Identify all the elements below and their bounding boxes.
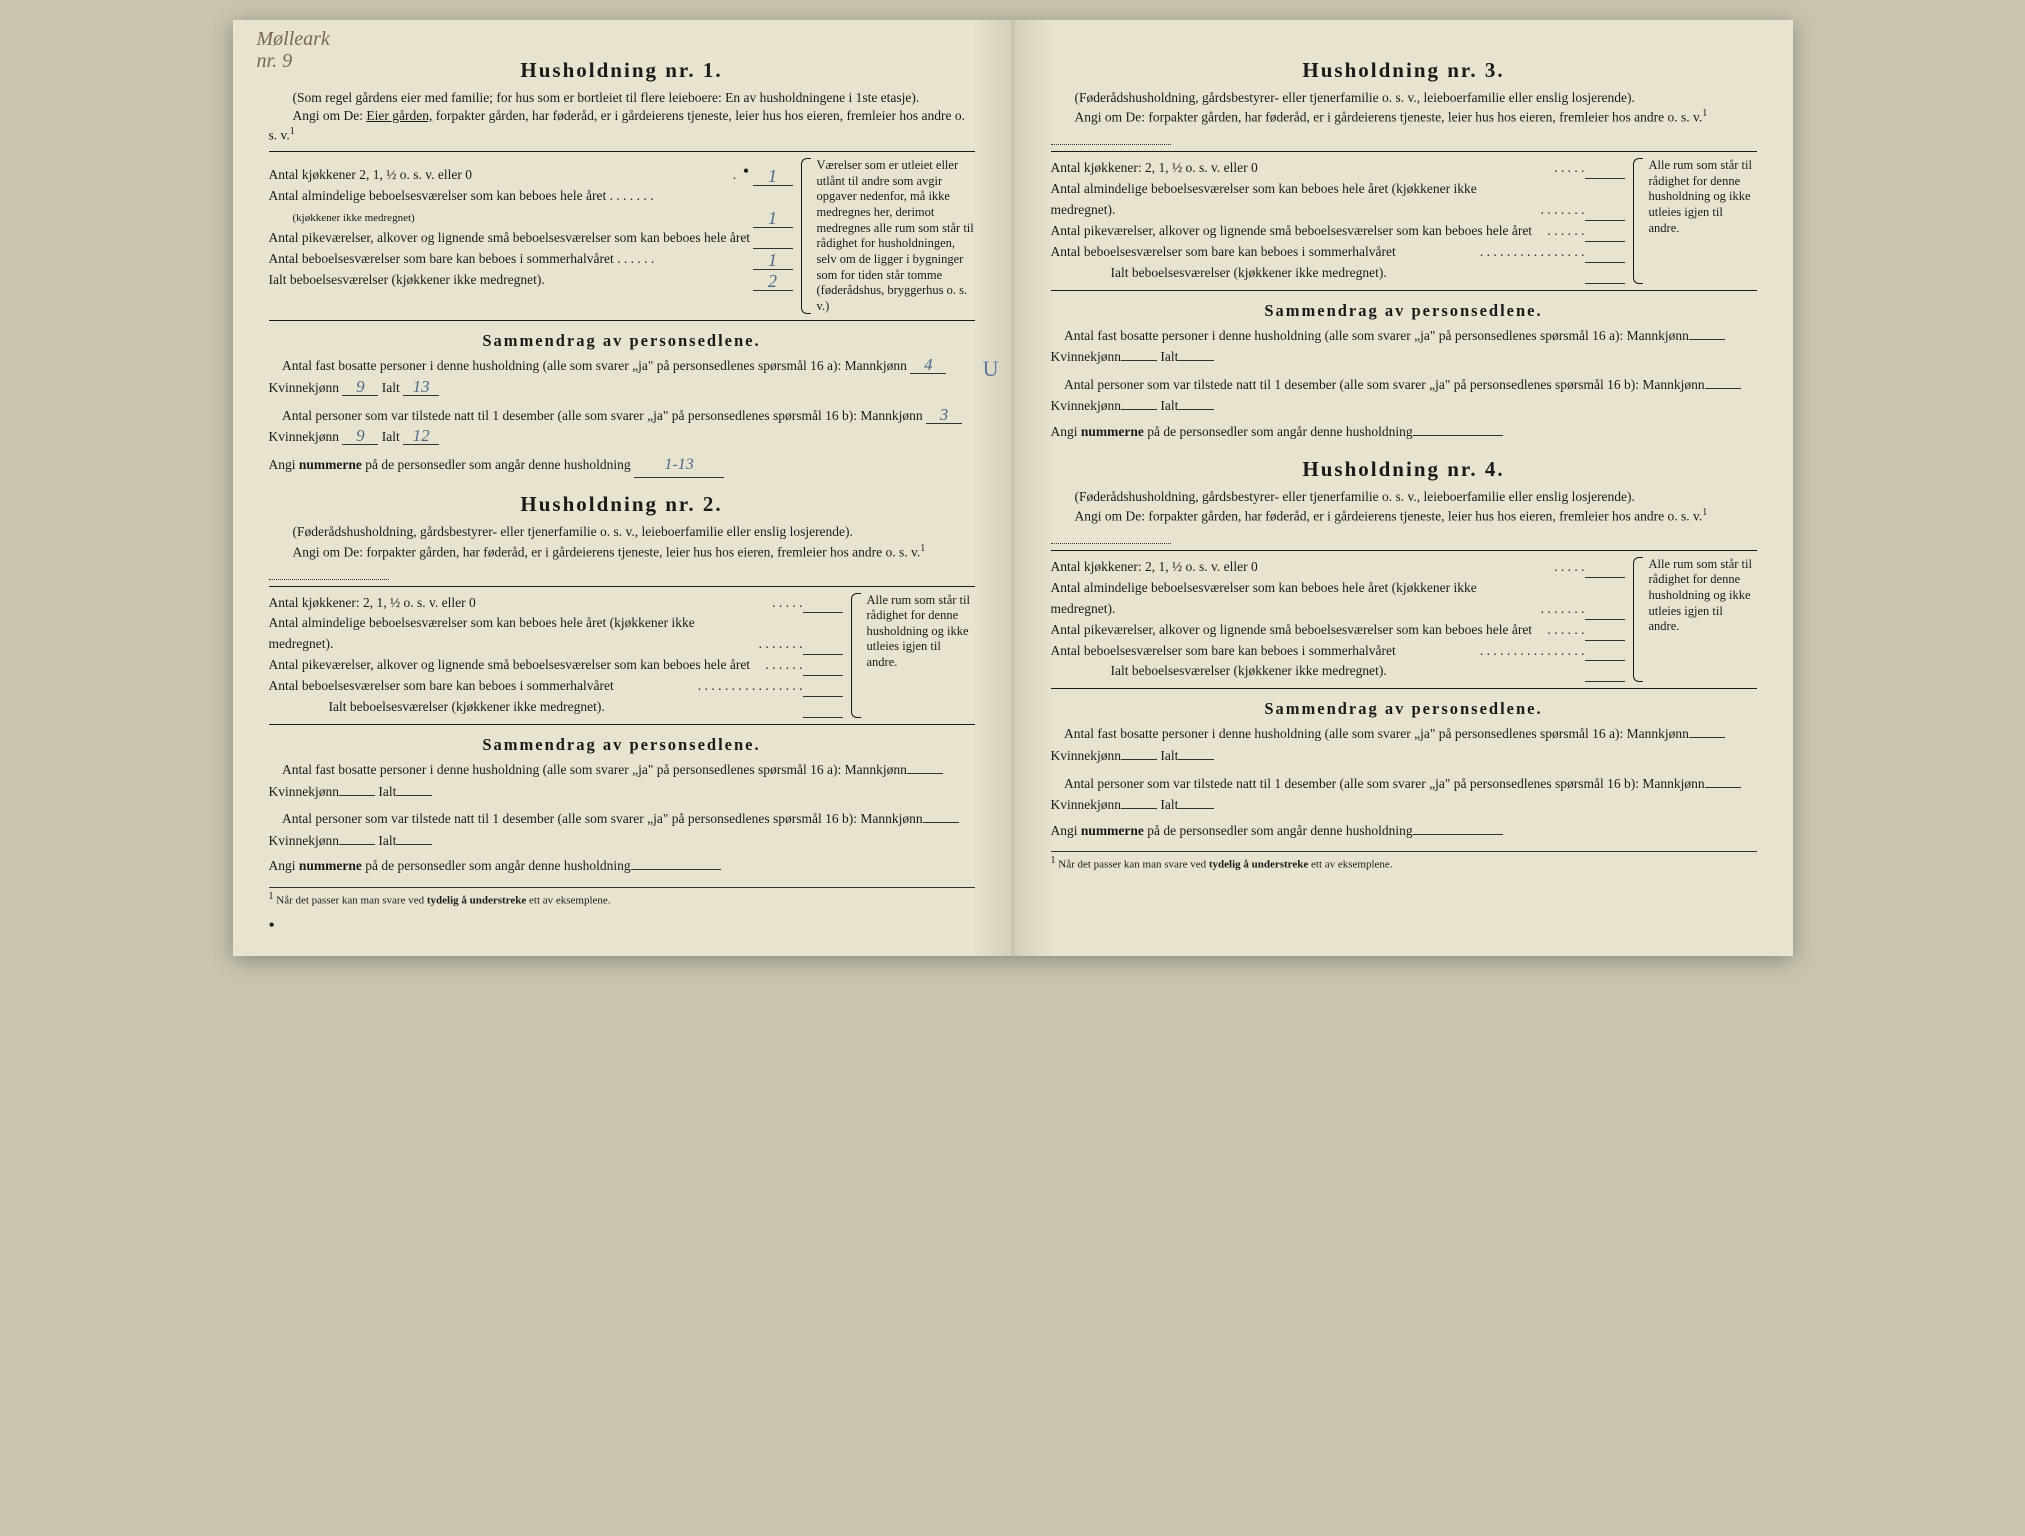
sammen-title: Sammendrag av personsedlene. bbox=[1051, 699, 1757, 719]
household-3-intro: (Føderådshusholdning, gårdsbestyrer- ell… bbox=[1051, 89, 1757, 145]
household-1-summary: U Antal fast bosatte personer i denne hu… bbox=[269, 355, 975, 478]
side-note: Værelser som er utleiet eller utlånt til… bbox=[805, 158, 975, 314]
household-1-intro: (Som regel gårdens eier med familie; for… bbox=[269, 89, 975, 145]
document-spread: Mølleark nr. 9 Husholdning nr. 1. (Som r… bbox=[233, 20, 1793, 956]
household-2-rows: Antal kjøkkener: 2, 1, ½ o. s. v. eller … bbox=[269, 586, 975, 726]
household-2: Husholdning nr. 2. (Føderådshusholdning,… bbox=[269, 492, 975, 877]
row-val: 1 bbox=[753, 167, 793, 186]
footnote-right: 1 Når det passer kan man svare ved tydel… bbox=[1051, 851, 1757, 871]
sammen-title: Sammendrag av personsedlene. bbox=[269, 735, 975, 755]
household-1: Husholdning nr. 1. (Som regel gårdens ei… bbox=[269, 58, 975, 478]
household-4-rows: Antal kjøkkener: 2, 1, ½ o. s. v. eller … bbox=[1051, 550, 1757, 690]
brace-icon bbox=[801, 158, 811, 314]
page-left: Mølleark nr. 9 Husholdning nr. 1. (Som r… bbox=[233, 20, 1011, 956]
kvinnekjonn-val: 9 bbox=[342, 427, 378, 445]
household-2-summary: Antal fast bosatte personer i denne hush… bbox=[269, 759, 975, 877]
page-right: Husholdning nr. 3. (Føderådshusholdning,… bbox=[1015, 20, 1793, 956]
ialt-val: 12 bbox=[403, 427, 439, 445]
intro-a: (Som regel gårdens eier med familie; for… bbox=[269, 89, 975, 107]
row-val bbox=[753, 248, 793, 249]
hw-line1: Mølleark bbox=[257, 28, 330, 50]
footnote-left: 1 Når det passer kan man svare ved tydel… bbox=[269, 887, 975, 907]
hw-line2: nr. 9 bbox=[257, 50, 293, 72]
household-3: Husholdning nr. 3. (Føderådshusholdning,… bbox=[1051, 58, 1757, 443]
household-4-intro: (Føderådshusholdning, gårdsbestyrer- ell… bbox=[1051, 488, 1757, 544]
sammen-title: Sammendrag av personsedlene. bbox=[1051, 301, 1757, 321]
row-val: 1 bbox=[753, 251, 793, 270]
household-2-intro: (Føderådshusholdning, gårdsbestyrer- ell… bbox=[269, 523, 975, 579]
row-val: 1 bbox=[753, 209, 793, 228]
mannkjonn-val: 3 bbox=[926, 406, 962, 424]
row-label: Antal beboelsesværelser som bare kan beb… bbox=[269, 249, 753, 270]
household-1-rows: Antal kjøkkener 2, 1, ½ o. s. v. eller 0… bbox=[269, 151, 975, 321]
ialt-val: 13 bbox=[403, 378, 439, 396]
side-note: Alle rum som står til rådighet for denne… bbox=[1637, 158, 1757, 284]
household-3-rows: Antal kjøkkener: 2, 1, ½ o. s. v. eller … bbox=[1051, 151, 1757, 291]
row-label: Antal almindelige beboelsesværelser som … bbox=[269, 186, 753, 228]
household-3-summary: Antal fast bosatte personer i denne hush… bbox=[1051, 325, 1757, 443]
household-2-title: Husholdning nr. 2. bbox=[269, 492, 975, 517]
brace-icon bbox=[1633, 158, 1643, 284]
margin-u: U bbox=[983, 351, 999, 386]
handwritten-annotation: Mølleark nr. 9 bbox=[257, 28, 330, 72]
numbers-val: 1-13 bbox=[634, 452, 724, 479]
side-note: Alle rum som står til rådighet for denne… bbox=[855, 593, 975, 719]
brace-icon bbox=[1633, 557, 1643, 683]
row-val: 2 bbox=[753, 272, 793, 291]
row-label: Antal pikeværelser, alkover og lignende … bbox=[269, 228, 753, 249]
sammen-title: Sammendrag av personsedlene. bbox=[269, 331, 975, 351]
intro-b: Angi om De: Eier gården, forpakter gårde… bbox=[269, 107, 975, 145]
row-label: Antal kjøkkener 2, 1, ½ o. s. v. eller 0 bbox=[269, 165, 733, 186]
brace-icon bbox=[851, 593, 861, 719]
household-3-title: Husholdning nr. 3. bbox=[1051, 58, 1757, 83]
mannkjonn-val: 4 bbox=[910, 356, 946, 374]
kvinnekjonn-val: 9 bbox=[342, 378, 378, 396]
household-4: Husholdning nr. 4. (Føderådshusholdning,… bbox=[1051, 457, 1757, 842]
row-label: Ialt beboelsesværelser (kjøkkener ikke m… bbox=[269, 270, 753, 291]
household-1-title: Husholdning nr. 1. bbox=[269, 58, 975, 83]
bullet-icon: • bbox=[269, 915, 975, 936]
side-note: Alle rum som står til rådighet for denne… bbox=[1637, 557, 1757, 683]
household-4-summary: Antal fast bosatte personer i denne hush… bbox=[1051, 723, 1757, 841]
rows-left: Antal kjøkkener 2, 1, ½ o. s. v. eller 0… bbox=[269, 158, 793, 314]
household-4-title: Husholdning nr. 4. bbox=[1051, 457, 1757, 482]
